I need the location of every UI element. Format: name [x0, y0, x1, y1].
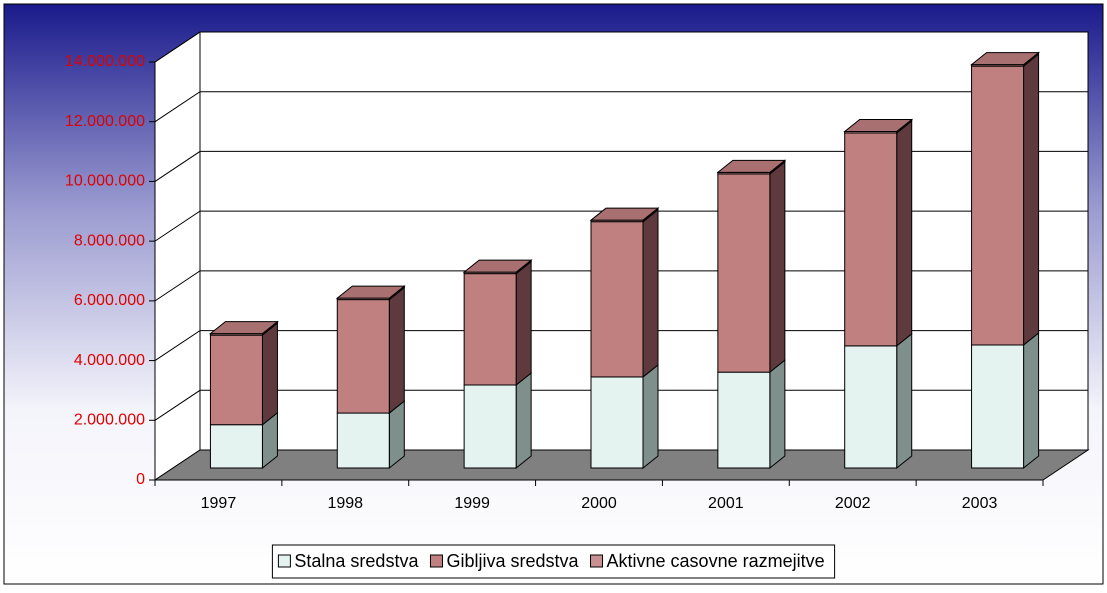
bar: [336, 412, 390, 469]
grid-line: [154, 270, 1088, 302]
bar: [844, 132, 898, 347]
bar: [971, 65, 1025, 346]
bar-side: [896, 119, 913, 347]
bar-side: [642, 363, 659, 470]
bar-side: [642, 208, 659, 378]
y-tick-label: 14.000.000: [65, 53, 145, 70]
bar: [717, 371, 771, 469]
y-tick-label: 10.000.000: [65, 173, 145, 190]
bar-side: [1023, 53, 1040, 347]
y-tick-label: 8.000.000: [74, 232, 145, 249]
grid-line: [154, 91, 1088, 123]
bar: [717, 173, 771, 373]
legend-label: Gibljiva sredstva: [446, 551, 579, 571]
x-tick-label: 1997: [201, 495, 237, 512]
grid-line: [154, 210, 1088, 242]
bar: [463, 384, 517, 469]
bar: [209, 334, 263, 426]
bar-side: [515, 371, 532, 470]
x-tick-label: 2001: [708, 495, 744, 512]
bar-top: [208, 321, 279, 335]
bar: [463, 273, 517, 386]
grid-line: [154, 150, 1088, 182]
bar: [971, 344, 1025, 469]
bar: [844, 345, 898, 469]
legend-label: Stalna sredstva: [294, 551, 419, 571]
x-tick-label: 2000: [581, 495, 617, 512]
bar: [590, 221, 644, 378]
grid-line: [154, 31, 1088, 63]
plot: 0 2.000.000 4.000.000 6.000.000 8.000.000 10.…: [65, 31, 1090, 512]
bar-side: [515, 260, 532, 387]
bar-side: [896, 332, 913, 470]
bar-side: [769, 160, 786, 374]
bar-side: [261, 322, 278, 426]
bar: [336, 299, 390, 414]
legend-box: [271, 544, 836, 579]
bar: [590, 376, 644, 469]
side-wall: [154, 31, 201, 481]
bar-top: [462, 259, 533, 273]
y-tick-label: 0: [136, 471, 145, 488]
bar-top: [716, 159, 787, 173]
y-tick-label: 6.000.000: [74, 292, 145, 309]
bar-side: [1023, 331, 1040, 470]
x-tick-label: 2002: [835, 495, 871, 512]
legend: Stalna sredstva Gibljiva sredstva Aktivne …: [271, 544, 836, 579]
y-tick-label: 12.000.000: [65, 113, 145, 130]
x-tick-label: 2003: [962, 495, 998, 512]
legend-swatch: [590, 554, 604, 568]
x-tick-label: 1998: [327, 495, 363, 512]
bar-top: [843, 119, 914, 133]
x-tick-label: 1999: [454, 495, 490, 512]
legend-swatch: [429, 554, 443, 568]
y-tick-label: 2.000.000: [74, 412, 145, 429]
grid-line: [154, 330, 1088, 361]
y-tick-label: 4.000.000: [74, 352, 145, 369]
bar: [209, 424, 263, 469]
grid-line: [154, 389, 1088, 421]
legend-swatch: [277, 554, 291, 568]
bar-side: [769, 359, 786, 470]
bar-top: [970, 52, 1041, 66]
legend-label: Aktivne casovne razmejitve: [607, 551, 825, 571]
bar-side: [388, 286, 405, 415]
bar-top: [335, 285, 406, 299]
bar-top: [589, 207, 660, 221]
